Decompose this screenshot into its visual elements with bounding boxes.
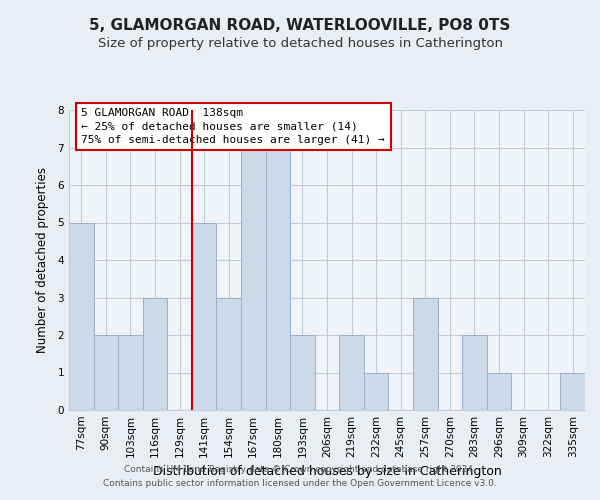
Bar (94, 335, 118, 410)
X-axis label: Distribution of detached houses by size in Catherington: Distribution of detached houses by size … (152, 466, 502, 478)
Bar (413, 298, 437, 410)
Bar (118, 335, 143, 410)
Bar (560, 372, 585, 410)
Bar (241, 148, 266, 410)
Bar (69, 222, 94, 410)
Bar (364, 372, 388, 410)
Text: 5 GLAMORGAN ROAD: 138sqm
← 25% of detached houses are smaller (14)
75% of semi-d: 5 GLAMORGAN ROAD: 138sqm ← 25% of detach… (81, 108, 385, 144)
Text: Size of property relative to detached houses in Catherington: Size of property relative to detached ho… (97, 38, 503, 51)
Bar (487, 372, 511, 410)
Text: Contains HM Land Registry data © Crown copyright and database right 2024.
Contai: Contains HM Land Registry data © Crown c… (103, 466, 497, 487)
Bar (462, 335, 487, 410)
Y-axis label: Number of detached properties: Number of detached properties (36, 167, 49, 353)
Bar (217, 298, 241, 410)
Text: 5, GLAMORGAN ROAD, WATERLOOVILLE, PO8 0TS: 5, GLAMORGAN ROAD, WATERLOOVILLE, PO8 0T… (89, 18, 511, 32)
Bar (192, 222, 217, 410)
Bar (290, 335, 315, 410)
Bar (339, 335, 364, 410)
Bar (266, 148, 290, 410)
Bar (143, 298, 167, 410)
